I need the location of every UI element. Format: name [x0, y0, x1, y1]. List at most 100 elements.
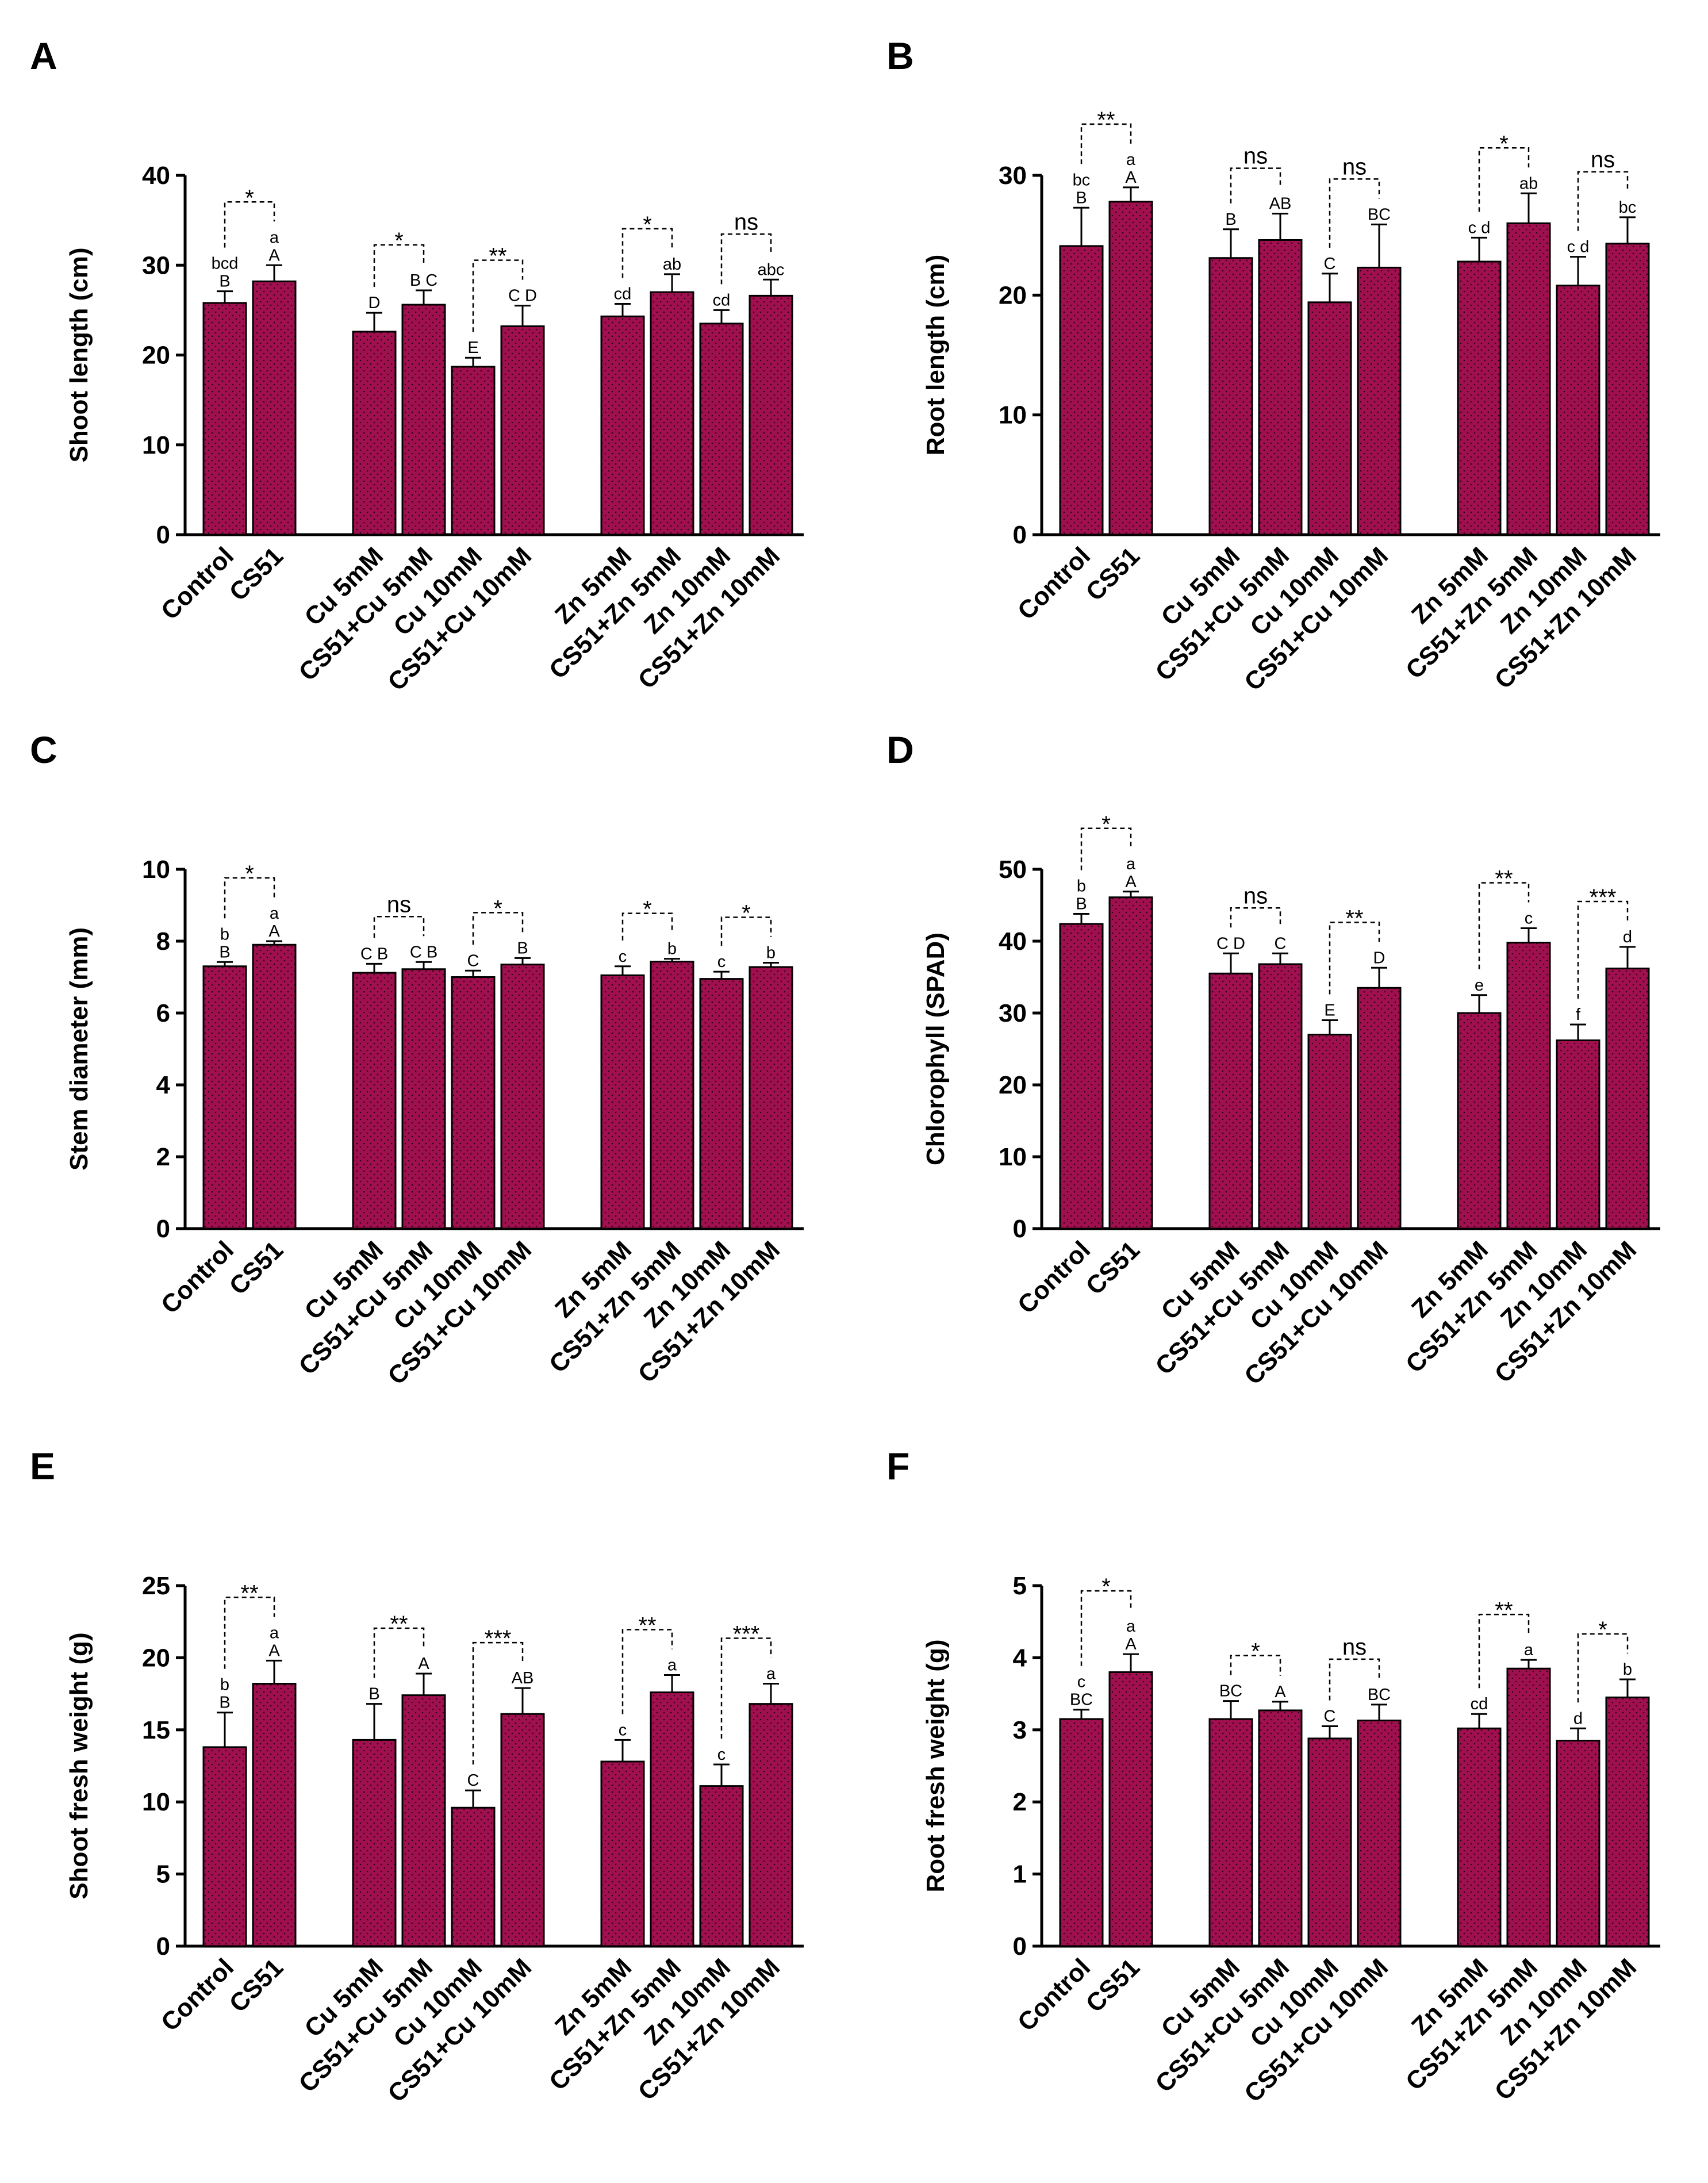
group-letter-lower: c — [1525, 910, 1533, 928]
group-letter-upper: B — [1076, 189, 1087, 207]
bar — [600, 315, 645, 536]
bar — [1357, 266, 1402, 536]
group-letter-upper: B — [1076, 895, 1087, 914]
y-tick-label: 6 — [156, 999, 170, 1027]
group-letter-lower: a — [766, 1665, 776, 1683]
bar — [1357, 987, 1402, 1230]
significance-bracket — [621, 1629, 673, 1714]
bar — [1457, 1727, 1502, 1947]
y-tick-label: 20 — [142, 1644, 170, 1672]
bar — [749, 294, 793, 536]
group-letter-upper: B — [517, 939, 528, 957]
group-letter-lower: c — [619, 947, 627, 966]
significance-bracket — [1230, 907, 1281, 928]
group-letter-lower: a — [1126, 151, 1136, 169]
y-tick-label: 0 — [156, 521, 170, 549]
significance-label: ns — [1243, 883, 1268, 908]
y-tick-label: 40 — [142, 162, 170, 190]
x-tick-label: CS51 — [1081, 1953, 1145, 2017]
y-tick-label: 5 — [156, 1860, 170, 1889]
group-letter-lower: f — [1576, 1006, 1581, 1024]
significance-bracket — [720, 1637, 772, 1739]
x-tick-label: CS51 — [1081, 1236, 1145, 1300]
significance-bracket — [1478, 882, 1530, 969]
group-letter-upper: C B — [410, 943, 437, 961]
bar — [1457, 1012, 1502, 1230]
group-letter-lower: cd — [614, 285, 632, 303]
group-letter-upper: D — [369, 294, 381, 312]
group-letter-lower: bcd — [212, 255, 239, 273]
bar — [1258, 963, 1303, 1230]
y-tick-label: 4 — [1013, 1644, 1027, 1672]
group-letter-lower: b — [1623, 1660, 1632, 1679]
bar — [1605, 968, 1650, 1230]
significance-label: ** — [1345, 906, 1363, 931]
group-letter-lower: bc — [1073, 171, 1091, 189]
significance-bracket — [224, 877, 275, 919]
y-tick-label: 2 — [156, 1143, 170, 1171]
significance-bracket — [1080, 123, 1132, 164]
bar — [1307, 1034, 1352, 1230]
bar — [451, 1806, 496, 1947]
group-letter-upper: AB — [512, 1669, 534, 1687]
significance-label: * — [1598, 1617, 1607, 1643]
bar — [1208, 1718, 1253, 1947]
group-letter-upper: C D — [1216, 934, 1245, 953]
bar — [352, 1739, 397, 1947]
group-letter-upper: B — [219, 273, 230, 291]
group-letter-upper: E — [1324, 1002, 1335, 1020]
bar — [1258, 239, 1303, 536]
group-letter-upper: BC — [1368, 1686, 1391, 1704]
bar — [749, 1703, 793, 1947]
group-letter-lower: cd — [1471, 1695, 1488, 1713]
group-letter-upper: A — [268, 246, 280, 264]
group-letter-lower: b — [220, 1676, 229, 1694]
group-letter-lower: b — [667, 940, 677, 958]
y-tick-label: 25 — [142, 1572, 170, 1600]
y-tick-label: 10 — [142, 431, 170, 459]
significance-label: ** — [1495, 1598, 1513, 1623]
group-letter-upper: BC — [1070, 1691, 1093, 1709]
significance-bracket — [373, 1627, 425, 1678]
significance-label: * — [1101, 812, 1111, 837]
significance-label: * — [1101, 1574, 1111, 1599]
group-letter-upper: E — [467, 339, 478, 357]
y-axis-label: Shoot fresh weight (g) — [65, 1632, 93, 1899]
group-letter-upper: B — [369, 1685, 379, 1704]
y-tick-label: 4 — [156, 1071, 171, 1099]
significance-label: ns — [1342, 154, 1367, 179]
significance-bracket — [1577, 1633, 1629, 1703]
x-tick-label: CS51 — [224, 1236, 289, 1300]
bar — [451, 976, 496, 1230]
y-tick-label: 20 — [999, 281, 1027, 309]
bar — [600, 1760, 645, 1947]
bar — [1208, 257, 1253, 536]
significance-label: * — [1499, 131, 1509, 156]
group-letter-lower: a — [270, 228, 279, 247]
bar — [1556, 1039, 1600, 1230]
bar — [252, 280, 297, 536]
significance-label: * — [493, 896, 502, 921]
bar — [1307, 1737, 1352, 1947]
significance-label: ns — [1342, 1635, 1367, 1660]
group-letter-lower: bc — [1619, 198, 1637, 217]
group-letter-upper: B — [219, 1694, 230, 1712]
group-letter-lower: c — [717, 1745, 726, 1764]
group-letter-lower: a — [1126, 1617, 1136, 1636]
bar — [500, 964, 545, 1230]
y-tick-label: 50 — [999, 855, 1027, 884]
group-letter-lower: c — [619, 1721, 627, 1739]
significance-label: ns — [1591, 147, 1615, 172]
y-tick-label: 30 — [999, 999, 1027, 1027]
group-letter-lower: ab — [1519, 174, 1538, 193]
significance-label: ** — [240, 1580, 258, 1606]
significance-label: ns — [734, 209, 758, 235]
y-axis-label: Root length (cm) — [922, 255, 950, 456]
group-letter-lower: a — [270, 904, 279, 923]
bar — [1605, 1696, 1650, 1947]
group-letter-upper: A — [1125, 873, 1137, 891]
significance-label: ** — [1097, 108, 1115, 133]
